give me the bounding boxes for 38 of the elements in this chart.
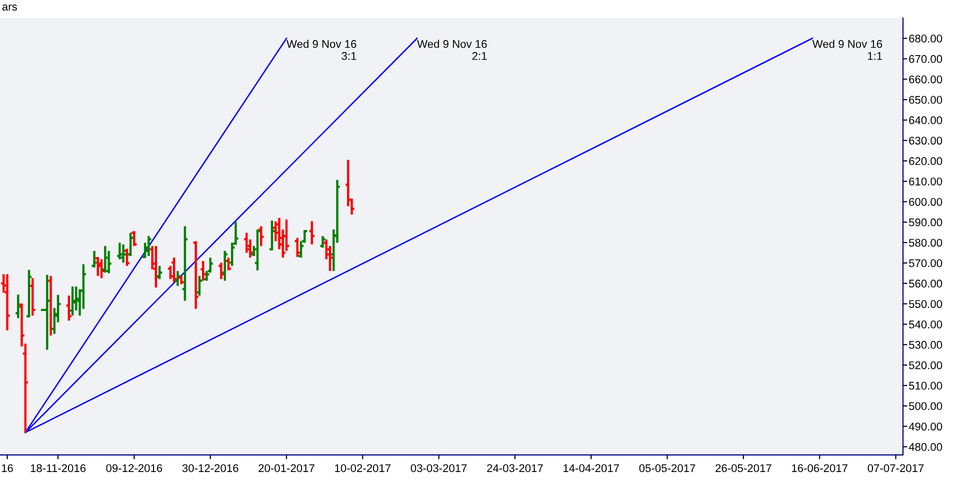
x-tick-label: 10-02-2017 <box>335 464 391 472</box>
y-tick-label: 650.00 <box>909 96 942 104</box>
y-tick-label: 680.00 <box>909 34 942 42</box>
y-tick-label: 490.00 <box>908 422 942 430</box>
x-tick-label: 14-04-2017 <box>564 464 619 472</box>
annotation: Wed 9 Nov 16 3:1 <box>286 40 356 60</box>
annotation: Wed 9 Nov 16 2:1 <box>417 40 487 60</box>
x-tick-label: 07-07-2017 <box>868 464 924 472</box>
y-tick-label: 590.00 <box>908 218 942 226</box>
x-tick-label: 16 <box>2 464 13 472</box>
x-tick-label: 30-12-2016 <box>182 464 238 472</box>
y-tick-label: 600.00 <box>909 198 942 206</box>
y-tick-label: 640.00 <box>909 116 942 124</box>
y-tick-label: 550.00 <box>908 300 942 308</box>
x-tick-label: 20-01-2017 <box>258 464 314 472</box>
x-tick-label: 03-03-2017 <box>410 464 467 472</box>
x-tick-label: 24-03-2017 <box>487 464 543 472</box>
y-tick-label: 480.00 <box>908 443 942 451</box>
y-tick-label: 580.00 <box>908 238 942 247</box>
y-tick-label: 670.00 <box>909 55 942 63</box>
annotation: Wed 9 Nov 16 1:1 <box>812 40 882 60</box>
y-tick-label: 660.00 <box>909 75 942 84</box>
y-tick-label: 630.00 <box>909 136 942 145</box>
y-tick-label: 560.00 <box>908 280 942 288</box>
y-tick-label: 530.00 <box>908 340 942 349</box>
y-tick-label: 620.00 <box>909 157 942 166</box>
y-tick-label: 610.00 <box>909 178 942 186</box>
y-tick-label: 520.00 <box>908 361 942 370</box>
y-tick-label: 540.00 <box>908 320 942 328</box>
y-tick-label: 500.00 <box>908 402 942 410</box>
x-tick-label: 05-05-2017 <box>639 464 696 472</box>
x-tick-label: 16-06-2017 <box>792 464 848 472</box>
x-tick-label: 26-05-2017 <box>716 464 772 472</box>
text: ars <box>2 4 17 11</box>
y-tick-label: 570.00 <box>908 259 942 268</box>
y-tick-label: 510.00 <box>908 382 942 390</box>
x-tick-label: 09-12-2016 <box>106 464 162 472</box>
x-tick-label: 18-11-2016 <box>30 464 86 472</box>
